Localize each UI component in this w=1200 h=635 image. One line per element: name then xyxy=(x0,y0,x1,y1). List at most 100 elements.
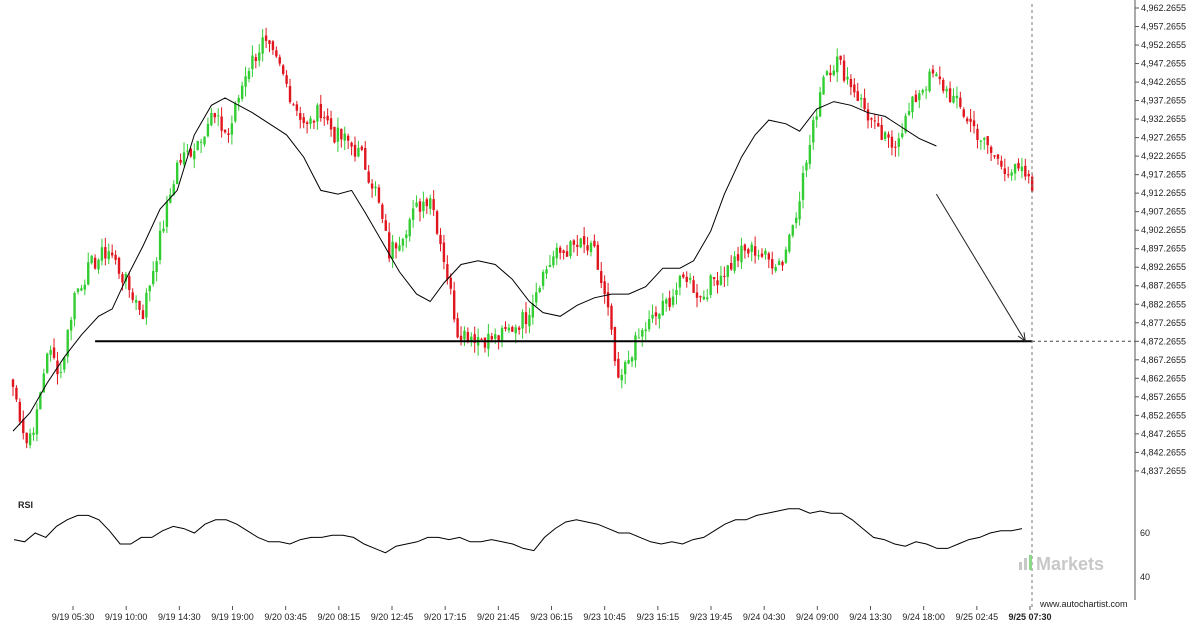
candle xyxy=(244,66,247,97)
candle xyxy=(456,312,459,339)
candle xyxy=(148,284,151,302)
candle xyxy=(849,74,853,96)
watermark-group: Markets xyxy=(1019,554,1104,574)
candle xyxy=(952,88,955,104)
price-tick-label: 4,902.2655 xyxy=(1141,225,1186,235)
candle xyxy=(969,108,972,133)
candle xyxy=(138,300,141,316)
candlestick-series xyxy=(11,27,1034,449)
candle xyxy=(264,27,268,48)
candle xyxy=(49,345,52,362)
candle xyxy=(979,139,983,150)
candle xyxy=(784,246,788,264)
time-tick-label: 9/23 19:45 xyxy=(690,612,733,622)
candle xyxy=(829,64,832,82)
candle xyxy=(470,332,473,347)
candle xyxy=(924,86,928,100)
candle xyxy=(326,108,329,125)
moving-average-series xyxy=(12,97,937,432)
candle xyxy=(189,147,193,158)
candle xyxy=(996,154,1000,165)
candle xyxy=(747,247,750,258)
candle xyxy=(381,202,384,224)
candle xyxy=(333,126,336,144)
candle xyxy=(959,91,962,109)
candle xyxy=(220,107,223,138)
candle xyxy=(918,89,921,109)
candle xyxy=(343,126,346,151)
candle xyxy=(637,328,641,339)
candle xyxy=(719,265,723,286)
candle xyxy=(401,237,405,252)
candle xyxy=(853,78,856,98)
price-tick-label: 4,932.2655 xyxy=(1141,114,1186,124)
candle xyxy=(1020,157,1024,179)
candle xyxy=(846,67,849,85)
candle xyxy=(336,117,340,152)
candle xyxy=(794,212,798,229)
candle xyxy=(839,55,842,65)
candle xyxy=(316,103,319,130)
candle xyxy=(863,88,866,112)
price-tick-label: 4,952.2655 xyxy=(1141,40,1186,50)
candle xyxy=(743,243,747,259)
candle xyxy=(203,136,206,147)
candle xyxy=(634,331,637,368)
price-tick-label: 4,872.2655 xyxy=(1141,336,1186,346)
candle xyxy=(883,130,887,142)
candle xyxy=(517,325,521,335)
forecast-arrow-head xyxy=(1017,332,1026,343)
candle xyxy=(179,153,182,166)
candle xyxy=(572,239,576,253)
time-axis: 9/19 05:30 9/19 10:00 9/19 14:30 9/19 19:00… xyxy=(52,606,1052,622)
price-tick-label: 4,927.2655 xyxy=(1141,133,1186,143)
candle xyxy=(213,112,216,124)
time-tick-label: 9/24 13:30 xyxy=(849,612,892,622)
candle xyxy=(295,100,299,116)
candle xyxy=(69,316,73,341)
candle xyxy=(1000,155,1003,170)
candle xyxy=(196,140,199,151)
candle xyxy=(288,78,292,104)
candle xyxy=(901,123,904,140)
rsi-level-label: 40 xyxy=(1140,572,1150,582)
candle xyxy=(131,288,134,303)
candle xyxy=(162,220,165,234)
candle xyxy=(907,102,911,116)
candle xyxy=(873,113,877,129)
candle xyxy=(617,351,620,379)
candle xyxy=(815,109,818,128)
candle xyxy=(606,282,610,316)
candle xyxy=(589,240,593,257)
price-tick-label: 4,897.2655 xyxy=(1141,244,1186,254)
candle xyxy=(11,378,15,397)
candle xyxy=(986,136,989,154)
candle xyxy=(435,209,439,236)
candle xyxy=(521,309,524,339)
candle xyxy=(579,237,582,249)
time-tick-label: 9/23 10:45 xyxy=(583,612,626,622)
candle xyxy=(866,102,870,129)
candle xyxy=(798,191,801,226)
candle xyxy=(25,432,28,449)
moving-average-line xyxy=(12,97,937,432)
candle xyxy=(712,276,716,287)
candle xyxy=(931,65,935,78)
time-tick-label: 9/19 19:00 xyxy=(211,612,254,622)
candle xyxy=(613,326,617,366)
candle xyxy=(983,136,986,150)
rsi-line xyxy=(13,508,1023,554)
price-tick-label: 4,852.2655 xyxy=(1141,410,1186,420)
candle xyxy=(750,241,753,262)
candle xyxy=(788,233,791,254)
watermark-text: Markets xyxy=(1036,554,1104,574)
candle xyxy=(90,254,93,265)
candle xyxy=(442,234,446,270)
candle xyxy=(182,142,186,167)
attribution-text: www.autochartist.com xyxy=(1039,599,1128,609)
candle xyxy=(432,190,435,216)
candle xyxy=(302,113,305,129)
candle xyxy=(309,115,312,129)
